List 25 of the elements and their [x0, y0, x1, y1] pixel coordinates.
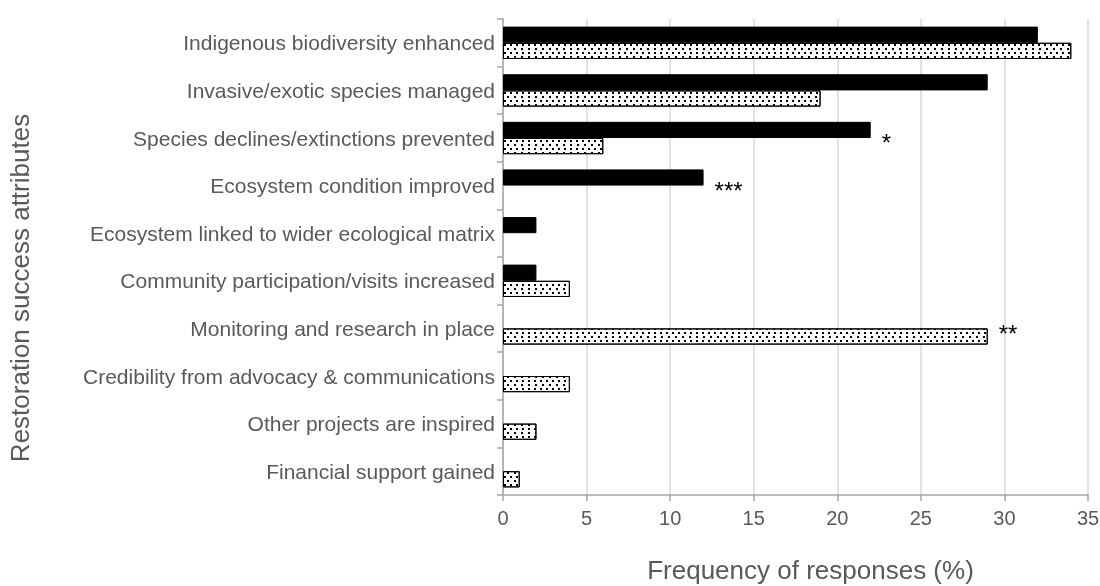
y-tick-label: Monitoring and research in place [190, 316, 495, 340]
y-tick-label: Invasive/exotic species managed [186, 78, 495, 102]
x-tick-label: 15 [742, 507, 765, 529]
bar [503, 169, 704, 186]
x-tick-label: 20 [826, 507, 849, 529]
annotation: ** [998, 319, 1018, 347]
y-tick-label: Ecosystem linked to wider ecological matrix [90, 221, 496, 245]
y-tick-label: Other projects are inspired [247, 412, 495, 436]
x-tick-label: 30 [993, 507, 1016, 529]
x-tick-label: 10 [659, 507, 682, 529]
bar [503, 217, 537, 234]
y-tick-label: Financial support gained [266, 459, 495, 483]
y-tick-label: Ecosystem condition improved [210, 174, 495, 198]
y-tick-label: Species declines/extinctions prevented [133, 126, 495, 150]
x-tick-label: 0 [497, 507, 509, 529]
y-axis-title: Restoration success attributes [5, 113, 35, 463]
y-tick-label: Credibility from advocacy & communications [83, 364, 495, 388]
x-tick-label: 5 [581, 507, 593, 529]
annotation: * [881, 129, 892, 157]
annotation: *** [714, 177, 743, 205]
y-tick-label: Indigenous biodiversity enhanced [183, 31, 495, 55]
x-tick-label: 35 [1076, 507, 1100, 529]
x-tick-label: 25 [909, 507, 932, 529]
y-tick-label: Community participation/visits increased [120, 269, 495, 293]
x-axis-title: Frequency of responses (%) [647, 555, 974, 585]
